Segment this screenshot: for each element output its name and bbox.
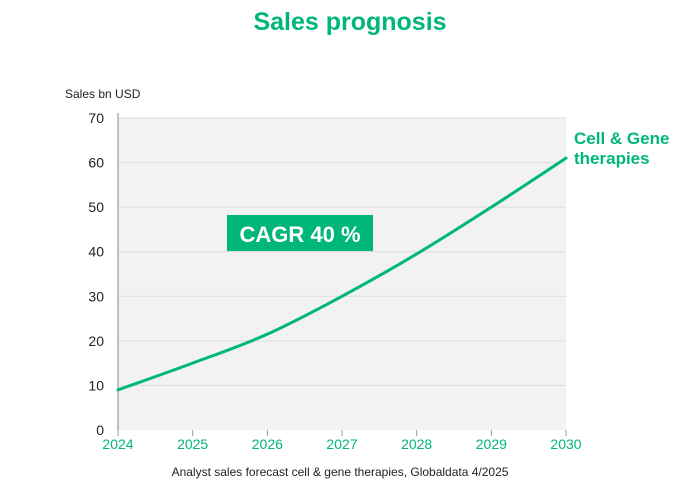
x-tick-labels: 2024 2025 2026 2027 2028 2029 2030	[102, 436, 581, 452]
y-axis-label: Sales bn USD	[65, 87, 141, 101]
y-tick-label: 60	[88, 155, 104, 171]
y-tick-label: 0	[96, 422, 104, 438]
x-tick-label: 2028	[401, 436, 432, 452]
x-tick-label: 2024	[102, 436, 133, 452]
y-tick-label: 50	[88, 199, 104, 215]
y-tick-label: 30	[88, 288, 104, 304]
source-note: Analyst sales forecast cell & gene thera…	[171, 465, 509, 479]
x-tick-label: 2026	[252, 436, 283, 452]
series-label-line-1: Cell & Gene	[574, 129, 669, 148]
plot-area	[118, 118, 566, 430]
series-label: Cell & Gene therapies	[574, 129, 669, 168]
chart-title: Sales prognosis	[253, 8, 447, 36]
x-tick-label: 2027	[326, 436, 357, 452]
x-tick-label: 2025	[177, 436, 208, 452]
y-tick-label: 40	[88, 244, 104, 260]
y-tick-label: 70	[88, 110, 104, 126]
x-tick-label: 2030	[550, 436, 581, 452]
x-tick-label: 2029	[476, 436, 507, 452]
y-tick-labels: 0 10 20 30 40 50 60 70	[88, 110, 104, 438]
cagr-annotation: CAGR 40 %	[227, 215, 373, 251]
series-line-cell-gene	[116, 156, 568, 392]
x-ticks	[117, 430, 567, 436]
y-tick-label: 20	[88, 333, 104, 349]
y-tick-label: 10	[88, 377, 104, 393]
cagr-badge	[227, 215, 373, 251]
series-label-line-2: therapies	[574, 149, 650, 168]
cagr-label: CAGR 40 %	[239, 222, 360, 247]
